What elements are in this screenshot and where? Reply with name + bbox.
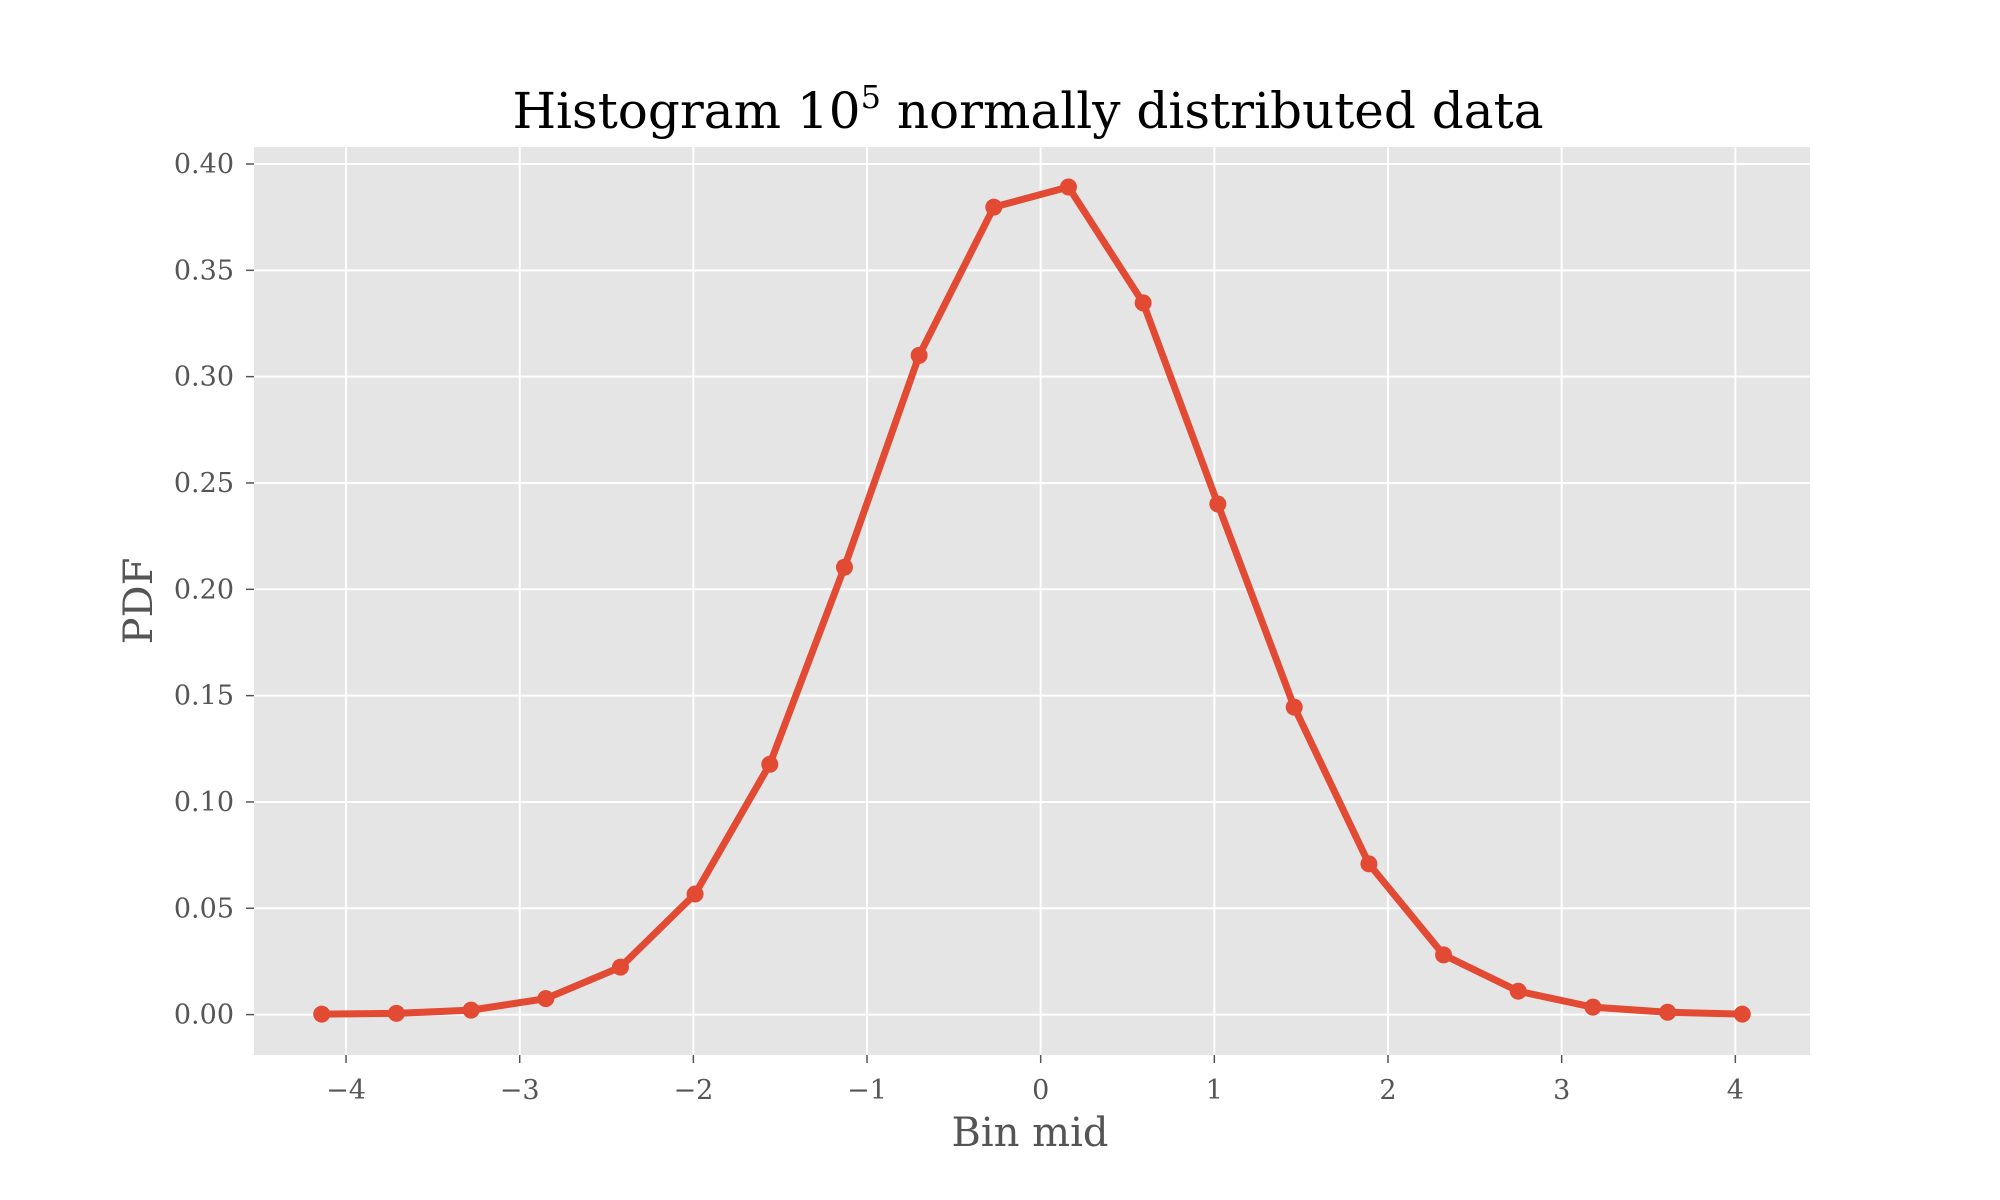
y-tick-label: 0.40	[174, 149, 234, 180]
data-point	[686, 885, 704, 903]
y-tick-label: 0.20	[174, 574, 234, 605]
y-axis-label: PDF	[116, 558, 162, 645]
y-tick-label: 0.35	[174, 255, 234, 286]
x-tick-label: 4	[1727, 1075, 1744, 1106]
data-point	[1584, 998, 1602, 1016]
data-point	[537, 990, 555, 1008]
series	[313, 178, 1751, 1023]
data-point	[1509, 982, 1527, 1000]
data-point	[1285, 698, 1303, 716]
data-point	[910, 346, 928, 364]
x-axis-label: Bin mid	[952, 1110, 1109, 1156]
x-axis: −4 −3 −2 −1 0 1 2 3 4	[326, 1055, 1744, 1106]
chart-title: Histogram 105 normally distributed data	[512, 78, 1543, 140]
x-tick-label: 3	[1553, 1075, 1570, 1106]
y-tick-label: 0.30	[174, 362, 234, 393]
x-tick-label: −3	[500, 1075, 540, 1106]
plot-background	[254, 147, 1810, 1055]
data-point	[387, 1004, 405, 1022]
y-tick-label: 0.05	[174, 893, 234, 924]
data-point	[462, 1001, 480, 1019]
data-point	[1209, 495, 1227, 513]
grid	[254, 147, 1810, 1055]
y-tick-label: 0.15	[174, 681, 234, 712]
y-tick-label: 0.25	[174, 468, 234, 499]
x-tick-label: −1	[847, 1075, 887, 1106]
data-point	[1059, 178, 1077, 196]
data-point	[835, 558, 853, 576]
series-line	[318, 183, 1746, 1018]
data-point	[1733, 1005, 1751, 1023]
data-point	[1659, 1003, 1677, 1021]
data-point	[761, 755, 779, 773]
data-point	[985, 198, 1003, 216]
data-point	[1134, 294, 1152, 312]
x-tick-label: 2	[1379, 1075, 1396, 1106]
data-point	[1360, 855, 1378, 873]
x-tick-label: 1	[1206, 1075, 1223, 1106]
y-axis: 0.00 0.05 0.10 0.15 0.20 0.25 0.30 0.35 0.40	[174, 149, 254, 1031]
data-point	[313, 1005, 331, 1023]
y-tick-label: 0.10	[174, 787, 234, 818]
y-tick-label: 0.00	[174, 1000, 234, 1031]
x-tick-label: 0	[1032, 1075, 1049, 1106]
x-tick-label: −2	[673, 1075, 713, 1106]
x-tick-label: −4	[326, 1075, 366, 1106]
data-point	[611, 958, 629, 976]
data-point	[1435, 946, 1453, 964]
